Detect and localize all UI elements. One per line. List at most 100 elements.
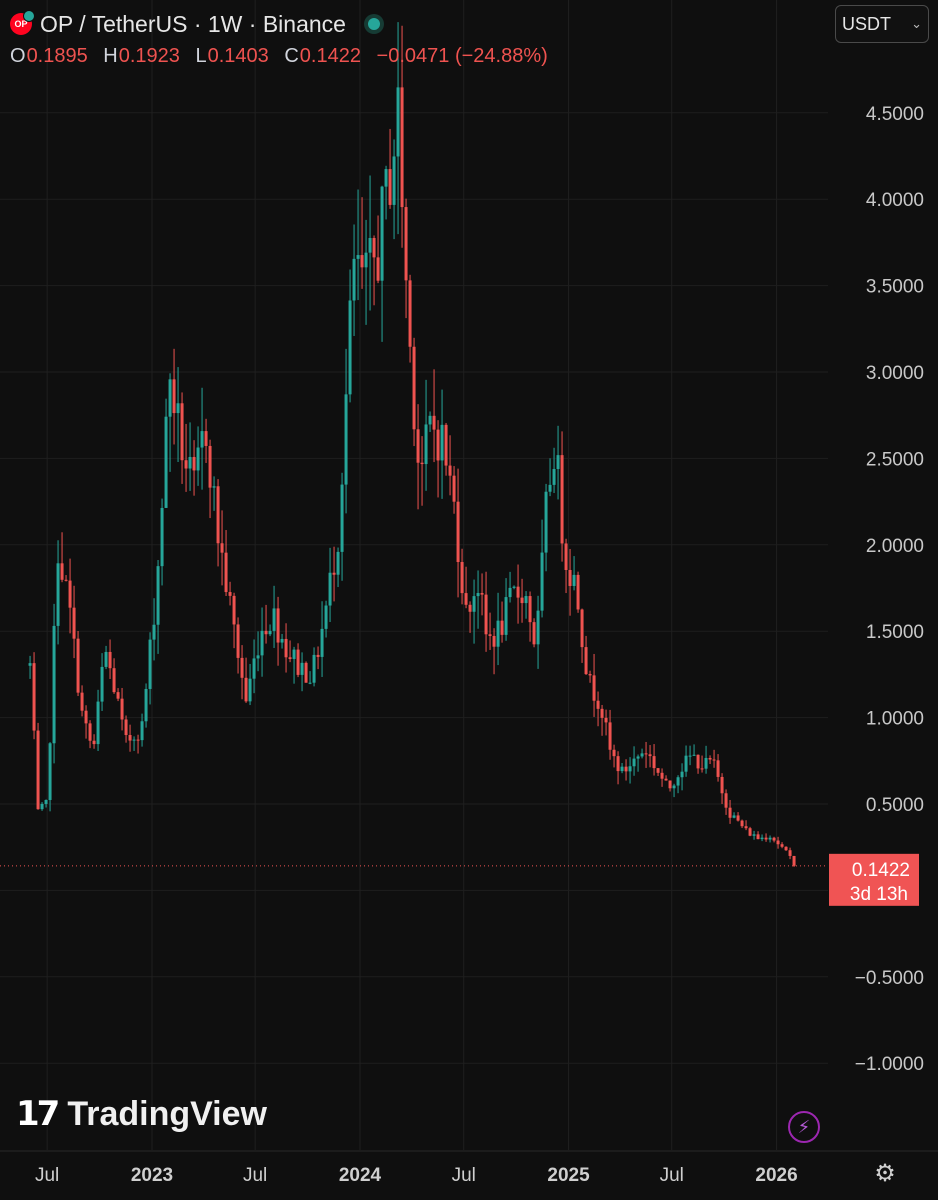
candle-body	[276, 608, 280, 643]
candle-body	[704, 757, 708, 769]
candle-body	[252, 658, 256, 679]
candle-body	[268, 630, 272, 635]
candle-body	[524, 596, 528, 604]
market-open-dot-icon	[367, 18, 380, 30]
candle-body	[112, 668, 116, 693]
open-label: O	[10, 45, 26, 67]
candle-body	[76, 638, 80, 693]
candle-body	[768, 837, 772, 840]
candle-body	[84, 710, 88, 724]
x-tick-label: Jul	[452, 1165, 476, 1186]
candle-body	[436, 429, 440, 461]
y-tick-label: 4.5000	[866, 104, 924, 125]
candle-body	[328, 572, 332, 606]
ohlc-legend: O0.1895 H0.1923 L0.1403 C0.1422 −0.0471 …	[10, 45, 558, 68]
candle-body	[480, 593, 484, 595]
currency-value: USDT	[842, 13, 891, 34]
x-tick-label: 2026	[755, 1165, 797, 1186]
candle-body	[36, 730, 40, 810]
candle-body	[160, 507, 164, 567]
x-tick-label: 2025	[547, 1165, 590, 1186]
candle-body	[620, 766, 624, 772]
candle-body	[752, 834, 756, 836]
candle-body	[680, 771, 684, 778]
candle-body	[616, 756, 620, 772]
optimism-logo-icon: OP	[10, 10, 35, 35]
candle-body	[552, 469, 556, 485]
candle-body	[320, 628, 324, 657]
candle-body	[580, 609, 584, 648]
currency-select[interactable]: USDT ⌄	[835, 5, 929, 43]
candle-body	[664, 778, 668, 781]
candle-body	[100, 666, 104, 702]
candle-body	[372, 237, 376, 258]
candle-body	[452, 475, 456, 502]
y-tick-label: −0.5000	[855, 968, 924, 989]
candle-body	[420, 462, 424, 465]
candle-body	[600, 708, 604, 718]
candle-body	[40, 803, 44, 810]
candle-body	[120, 698, 124, 720]
candle-body	[448, 465, 452, 476]
candle-body	[80, 692, 84, 711]
candle-body	[248, 678, 252, 702]
candle-body	[96, 701, 100, 745]
candle-body	[668, 780, 672, 789]
grid-lines	[0, 0, 828, 1150]
candle-body	[632, 758, 636, 767]
candle-body	[416, 429, 420, 463]
time-axis[interactable]: Jul 2023 Jul 2024 Jul 2025 Jul 2026	[0, 1150, 938, 1186]
symbol-header[interactable]: OP OP / TetherUS · 1W · Binance	[10, 8, 380, 40]
candle-body	[500, 620, 504, 635]
candle-body	[764, 837, 768, 840]
candle-body	[156, 566, 160, 625]
gear-icon[interactable]: ⚙︎	[874, 1159, 896, 1187]
candle-body	[352, 258, 356, 301]
candle-body	[708, 757, 712, 760]
candle-body	[588, 674, 592, 676]
candle-body	[772, 837, 776, 841]
candle-body	[444, 424, 448, 466]
candle-body	[608, 722, 612, 750]
price-axis[interactable]: 4.5000 4.0000 3.5000 3.0000 2.5000 2.0000 1.50…	[855, 104, 924, 1075]
candle-body	[572, 574, 576, 586]
candle-body	[340, 484, 344, 552]
candle-body	[716, 760, 720, 777]
candle-body	[732, 815, 736, 818]
candle-body	[172, 379, 176, 414]
candle-body	[136, 739, 140, 741]
candle-body	[296, 649, 300, 675]
candle-body	[188, 456, 192, 469]
candle-body	[216, 486, 220, 544]
candle-body	[744, 826, 748, 829]
candle-body	[456, 501, 460, 563]
candle-body	[164, 416, 168, 508]
candle-body	[288, 657, 292, 659]
candle-body	[324, 605, 328, 629]
candle-body	[300, 662, 304, 675]
candle-body	[636, 756, 640, 759]
high-value: 0.1923	[118, 45, 180, 67]
candle-body	[68, 580, 72, 608]
y-tick-label: 3.0000	[866, 363, 924, 384]
candle-body	[304, 662, 308, 683]
price-tag-value: 0.1422	[852, 860, 910, 881]
candle-body	[208, 445, 212, 488]
candle-body	[128, 735, 132, 741]
logo-text: OP	[14, 19, 28, 29]
x-tick-label: Jul	[243, 1165, 267, 1186]
candle-body	[748, 828, 752, 836]
candle-body	[428, 415, 432, 425]
candle-body	[776, 840, 780, 845]
candle-body	[60, 563, 64, 580]
symbol-title[interactable]: OP / TetherUS · 1W · Binance	[40, 10, 346, 37]
candle-body	[548, 484, 552, 492]
candle-body	[236, 624, 240, 658]
candle-body	[596, 700, 600, 709]
candle-body	[564, 543, 568, 571]
candle-body	[256, 655, 260, 659]
candle-body	[124, 719, 128, 736]
lightning-icon[interactable]: ⚡︎	[788, 1111, 820, 1143]
candle-body	[520, 597, 524, 604]
